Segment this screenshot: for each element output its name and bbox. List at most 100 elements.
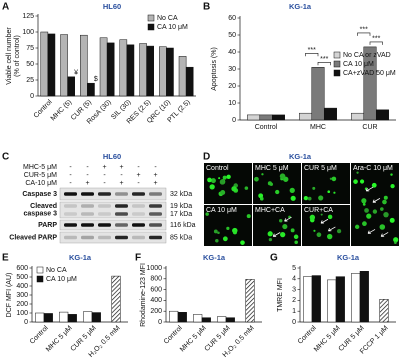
treatment-sign: - xyxy=(137,180,140,187)
cell xyxy=(244,186,249,190)
cell xyxy=(279,219,283,223)
cell xyxy=(261,173,264,176)
cell xyxy=(331,176,337,182)
panel-letter: B xyxy=(203,2,210,13)
blot-band xyxy=(149,235,162,240)
blot-strip xyxy=(59,187,167,201)
y-tick-label: 300 xyxy=(16,292,28,299)
y-tick-label: 1000 xyxy=(146,265,162,272)
cell xyxy=(289,187,295,194)
treatment-sign: - xyxy=(86,172,89,179)
blot-band xyxy=(115,192,128,196)
cell xyxy=(353,179,358,184)
y-tick-label: 200 xyxy=(150,308,162,315)
treatment-sign: + xyxy=(102,164,106,171)
bar xyxy=(159,46,167,97)
micrograph xyxy=(351,163,399,246)
x-tick-label: MHC xyxy=(310,124,326,131)
cell xyxy=(217,231,220,235)
x-tick-label: Control xyxy=(297,324,318,345)
chart-title: HL60 xyxy=(103,2,121,11)
micrograph-title: KG-1a xyxy=(289,152,312,161)
cell xyxy=(240,240,245,245)
treatment-sign: - xyxy=(137,164,140,171)
blot-band xyxy=(64,223,77,227)
chart-title: KG-1a xyxy=(289,2,312,11)
blot-band xyxy=(81,235,94,240)
bar xyxy=(40,31,49,97)
y-axis-label: TMRE MFI xyxy=(277,278,284,312)
panel-letter: E xyxy=(2,253,9,264)
blot-band xyxy=(132,223,145,227)
cell xyxy=(254,176,259,182)
cell xyxy=(361,198,367,204)
micrograph-label: MHC 5 μM xyxy=(255,165,289,172)
treatment-sign: - xyxy=(69,164,72,171)
cell xyxy=(327,214,333,220)
legend-swatch xyxy=(333,60,341,68)
bar xyxy=(60,34,68,97)
bar xyxy=(375,109,389,121)
cell xyxy=(383,211,389,218)
treatment-sign: + xyxy=(153,180,157,187)
band-label: caspase 3 xyxy=(24,211,58,218)
cell xyxy=(294,240,298,245)
blot-title: HL60 xyxy=(103,152,121,161)
bar xyxy=(245,279,255,323)
x-tick-label: Control xyxy=(255,124,278,131)
cell xyxy=(336,229,342,234)
cell xyxy=(282,224,288,230)
cell xyxy=(275,189,280,195)
y-tick-label: 600 xyxy=(150,286,162,293)
treatment-label: CA-10 μM xyxy=(25,180,57,187)
cell xyxy=(372,209,378,214)
legend-label: CA 10 μM xyxy=(46,276,77,283)
y-tick-label: 25 xyxy=(26,77,34,84)
cell xyxy=(362,203,366,206)
cell xyxy=(379,224,386,230)
chart-title: KG-1a xyxy=(337,253,360,262)
cell xyxy=(356,171,359,174)
bar xyxy=(363,46,377,121)
legend-swatch xyxy=(333,69,341,77)
bar xyxy=(67,76,75,97)
cell xyxy=(359,179,365,184)
blot-band xyxy=(115,235,128,240)
cell xyxy=(362,221,367,227)
y-tick-label: 200 xyxy=(16,301,28,308)
y-tick-label: 40 xyxy=(228,49,236,56)
cell xyxy=(303,195,309,201)
blot-band xyxy=(64,204,77,208)
y-tick-label: 500 xyxy=(16,274,28,281)
y-tick-label: 0 xyxy=(24,319,28,326)
chart-title: KG-1a xyxy=(69,253,92,262)
legend-label: No CA or zVAD xyxy=(343,52,391,59)
cell xyxy=(313,229,316,232)
bar xyxy=(119,39,128,97)
cell xyxy=(394,241,397,244)
cell xyxy=(383,195,388,200)
y-tick-label: 600 xyxy=(16,265,28,272)
treatment-sign: + xyxy=(119,164,123,171)
blot-band xyxy=(149,223,162,227)
arrow xyxy=(372,198,381,203)
arrow xyxy=(380,232,389,237)
bar xyxy=(177,312,187,323)
annotation: *** xyxy=(360,27,368,34)
micrograph-label: Control xyxy=(206,165,229,172)
blot-band xyxy=(98,212,111,216)
bar xyxy=(169,310,179,323)
significance-bracket xyxy=(305,53,319,57)
cell xyxy=(219,179,225,185)
y-tick-label: 60 xyxy=(228,15,236,22)
legend-label: CA 10 μM xyxy=(157,24,188,31)
bar xyxy=(146,45,154,97)
cell xyxy=(215,239,219,243)
legend-label: No CA xyxy=(46,267,67,274)
panel-letter: A xyxy=(2,2,9,13)
cell xyxy=(213,229,218,234)
treatment-sign: - xyxy=(103,172,106,179)
cell xyxy=(246,214,251,219)
y-tick-label: 100 xyxy=(22,29,34,36)
y-tick-label: 400 xyxy=(16,283,28,290)
